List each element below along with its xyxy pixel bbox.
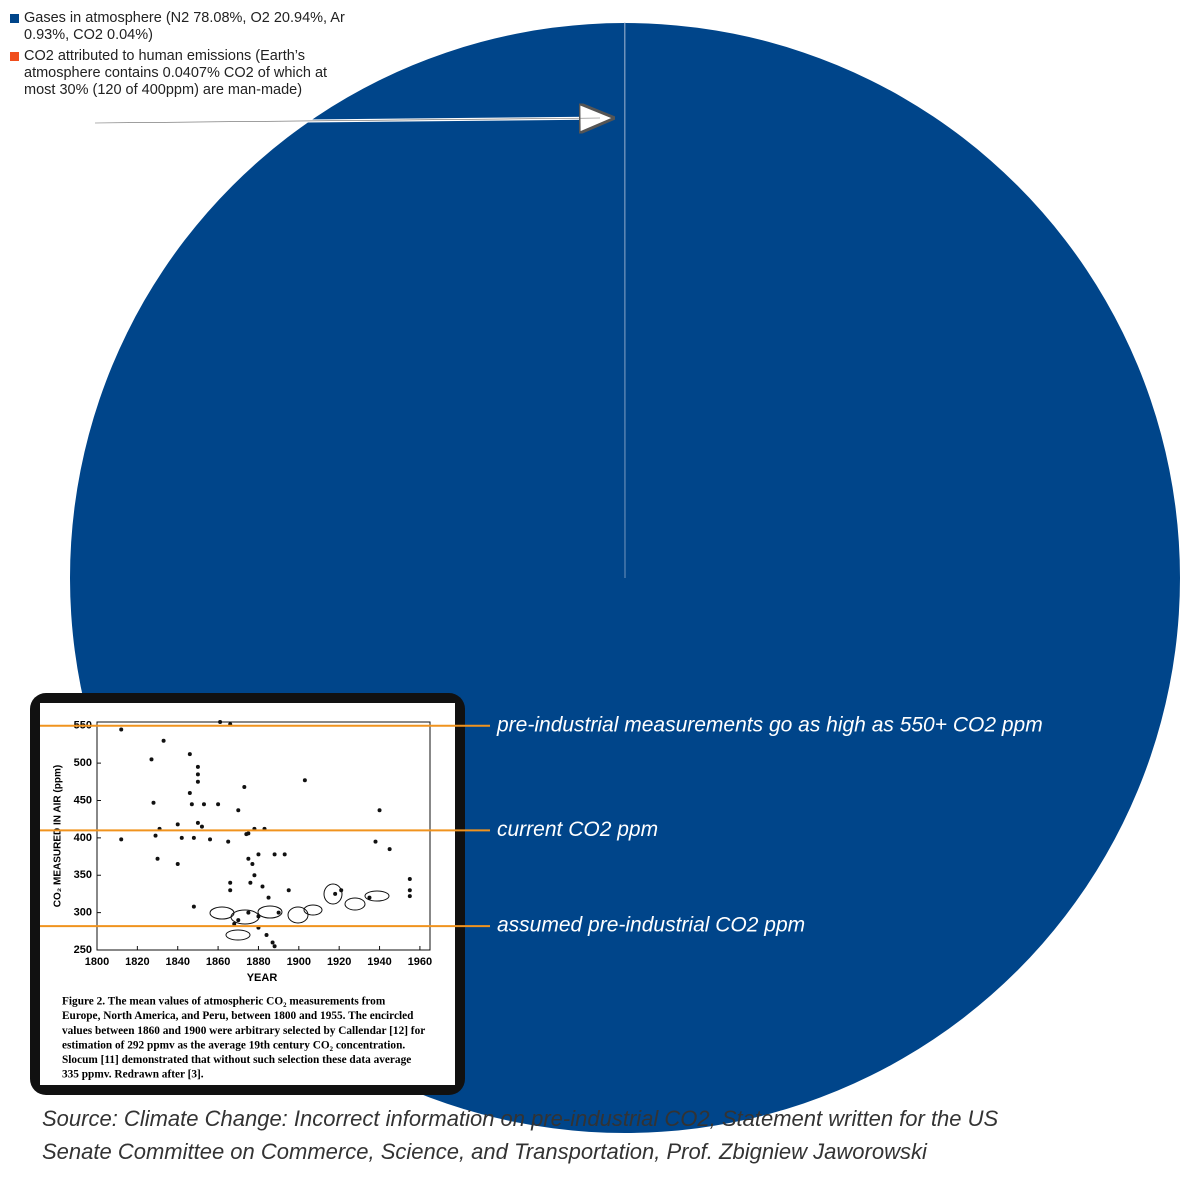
data-point bbox=[119, 727, 124, 732]
figure-caption: Europe, North America, and Peru, between… bbox=[62, 1010, 414, 1022]
data-point bbox=[272, 852, 277, 857]
data-point bbox=[276, 910, 281, 915]
data-point bbox=[252, 873, 257, 878]
legend-swatch bbox=[10, 14, 19, 23]
data-point bbox=[377, 808, 382, 813]
x-tick-label: 1940 bbox=[367, 956, 391, 968]
data-point bbox=[236, 918, 241, 923]
data-point bbox=[367, 895, 372, 900]
data-point bbox=[218, 720, 223, 724]
reference-label: assumed pre-industrial CO2 ppm bbox=[497, 914, 805, 937]
reference-label: current CO2 ppm bbox=[497, 818, 658, 841]
data-point bbox=[246, 856, 251, 861]
y-tick-label: 350 bbox=[74, 869, 92, 881]
data-point bbox=[260, 884, 265, 889]
x-tick-label: 1900 bbox=[287, 956, 311, 968]
data-point bbox=[155, 856, 160, 861]
data-point bbox=[149, 757, 154, 762]
x-tick-label: 1960 bbox=[408, 956, 432, 968]
x-tick-label: 1820 bbox=[125, 956, 149, 968]
data-point bbox=[407, 894, 412, 899]
figure-caption: values between 1860 and 1900 were arbitr… bbox=[62, 1025, 425, 1037]
x-tick-label: 1880 bbox=[246, 956, 270, 968]
data-point bbox=[256, 852, 261, 857]
x-tick-label: 1800 bbox=[85, 956, 109, 968]
figure-caption: Figure 2. The mean values of atmospheric… bbox=[62, 996, 386, 1008]
data-point bbox=[282, 852, 287, 857]
data-point bbox=[266, 895, 271, 900]
x-axis-label: YEAR bbox=[247, 972, 278, 984]
data-point bbox=[286, 888, 291, 893]
y-tick-label: 300 bbox=[74, 907, 92, 919]
data-point bbox=[179, 835, 184, 840]
data-point bbox=[119, 837, 124, 842]
data-point bbox=[250, 862, 255, 867]
data-point bbox=[272, 944, 277, 949]
data-point bbox=[201, 802, 206, 807]
data-point bbox=[373, 839, 378, 844]
data-point bbox=[153, 833, 158, 838]
y-tick-label: 400 bbox=[74, 832, 92, 844]
data-point bbox=[226, 839, 231, 844]
legend: Gases in atmosphere (N2 78.08%, O2 20.94… bbox=[10, 10, 355, 103]
data-point bbox=[195, 820, 200, 825]
data-point bbox=[187, 791, 192, 796]
legend-entry: CO2 attributed to human emissions (Earth… bbox=[10, 48, 355, 99]
data-point bbox=[195, 779, 200, 784]
y-tick-label: 450 bbox=[74, 794, 92, 806]
data-point bbox=[302, 778, 307, 783]
data-point bbox=[199, 824, 204, 829]
data-point bbox=[189, 802, 194, 807]
data-point bbox=[175, 822, 180, 827]
data-point bbox=[387, 847, 392, 852]
data-point bbox=[407, 876, 412, 881]
data-point bbox=[161, 738, 166, 743]
data-point bbox=[228, 880, 233, 885]
encircled-values bbox=[209, 883, 390, 941]
data-point bbox=[236, 808, 241, 813]
legend-entry: Gases in atmosphere (N2 78.08%, O2 20.94… bbox=[10, 10, 355, 44]
legend-label: Gases in atmosphere (N2 78.08%, O2 20.94… bbox=[24, 10, 345, 43]
data-point bbox=[208, 837, 213, 842]
data-point bbox=[248, 880, 253, 885]
data-point bbox=[246, 910, 251, 915]
figure-caption: 335 ppmv. Redrawn after [3]. bbox=[62, 1069, 204, 1081]
figure-caption: estimation of 292 ppmv as the average 19… bbox=[62, 1039, 405, 1051]
legend-swatch bbox=[10, 52, 19, 61]
x-tick-label: 1860 bbox=[206, 956, 230, 968]
data-point bbox=[175, 862, 180, 867]
data-point bbox=[407, 888, 412, 893]
data-point bbox=[187, 752, 192, 757]
data-point bbox=[232, 921, 237, 926]
data-point bbox=[216, 802, 221, 807]
data-point bbox=[246, 831, 251, 836]
data-point bbox=[191, 904, 196, 909]
data-point bbox=[195, 764, 200, 769]
plot-frame bbox=[96, 721, 431, 951]
data-point bbox=[151, 800, 156, 805]
inset-panel bbox=[40, 703, 455, 1085]
y-tick-label: 500 bbox=[74, 757, 92, 769]
y-axis-label: CO₂ MEASURED IN AIR (ppm) bbox=[53, 765, 64, 907]
source-text: Senate Committee on Commerce, Science, a… bbox=[42, 1139, 928, 1164]
data-point bbox=[270, 940, 275, 945]
data-point bbox=[195, 772, 200, 777]
x-tick-label: 1920 bbox=[327, 956, 351, 968]
arrow-outline bbox=[94, 117, 601, 124]
source-text: Source: Climate Change: Incorrect inform… bbox=[42, 1106, 999, 1131]
data-point bbox=[333, 891, 338, 896]
x-tick-label: 1840 bbox=[165, 956, 189, 968]
data-point bbox=[242, 785, 247, 790]
legend-label: CO2 attributed to human emissions (Earth… bbox=[24, 48, 328, 98]
y-tick-label: 250 bbox=[74, 944, 92, 956]
data-point bbox=[228, 888, 233, 893]
data-point bbox=[191, 835, 196, 840]
reference-label: pre-industrial measurements go as high a… bbox=[496, 713, 1043, 736]
figure-caption: Slocum [11] demonstrated that without su… bbox=[62, 1054, 411, 1066]
data-point bbox=[264, 933, 269, 938]
